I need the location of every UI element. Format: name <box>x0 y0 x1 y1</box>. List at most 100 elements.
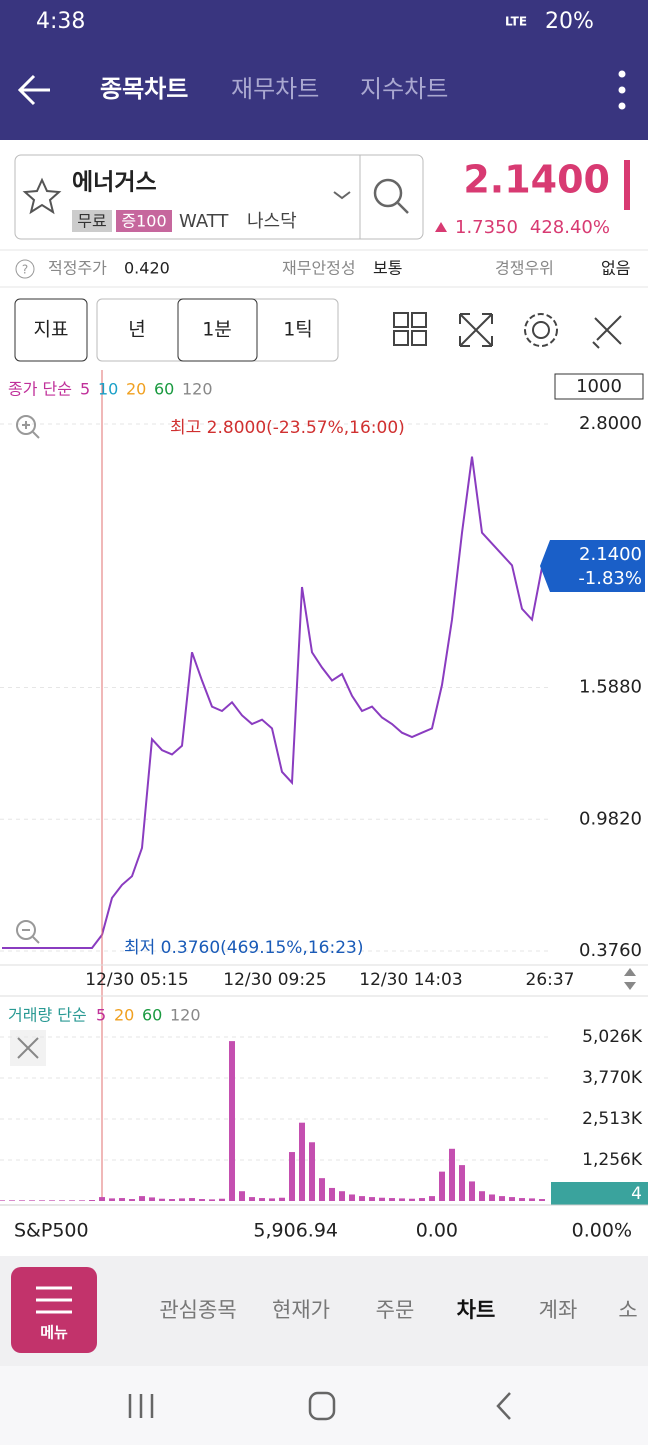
indicator-button[interactable] <box>14 298 88 362</box>
volume-bar <box>289 1152 295 1201</box>
tag: WATT <box>179 211 229 232</box>
home[interactable] <box>308 1391 336 1421</box>
volume-bar <box>99 1197 105 1201</box>
y-tick-label: 5,026K <box>582 1027 643 1047</box>
x-tick-label: 12/30 09:25 <box>223 970 326 990</box>
high-label: 최고 2.8000(-23.57%,16:00) <box>170 418 405 438</box>
nav-item[interactable]: 주문 <box>376 1298 415 1322</box>
volume-bar <box>59 1200 65 1201</box>
legend-item: 60 <box>154 380 174 399</box>
back-button[interactable] <box>17 74 50 106</box>
x-tick-label: 12/30 05:15 <box>85 970 188 990</box>
volume-bar <box>79 1200 85 1201</box>
bottom-nav <box>0 1256 648 1366</box>
nav-item[interactable]: 차트 <box>457 1298 496 1322</box>
volume-bar <box>359 1196 365 1201</box>
tag: 나스닥 <box>247 211 297 232</box>
change: 1.7350 <box>455 217 518 238</box>
menu-button[interactable] <box>11 1267 97 1353</box>
volume-bar <box>499 1196 505 1201</box>
volume-bar <box>199 1199 205 1201</box>
volume-bar <box>129 1199 135 1201</box>
tag: 증100 <box>121 212 166 231</box>
volume-bar <box>529 1198 535 1201</box>
help-icon[interactable] <box>15 259 35 279</box>
info-label: 재무안정성 <box>282 259 356 278</box>
y-tick-label: 0.3760 <box>579 940 642 961</box>
volume-bar <box>379 1197 385 1201</box>
period-button[interactable]: 년 <box>128 319 145 341</box>
tag: 무료 <box>77 212 106 231</box>
button-label: 지표 <box>34 319 69 341</box>
unit-box[interactable] <box>554 373 644 400</box>
zoom-out[interactable] <box>16 920 40 944</box>
index-change: 0.00 <box>416 1220 458 1242</box>
volume-bar <box>139 1196 145 1201</box>
recents[interactable] <box>128 1394 154 1418</box>
volume-bar <box>489 1194 495 1201</box>
current-change: -1.83% <box>578 568 642 589</box>
nav-item[interactable]: 관심종목 <box>159 1298 236 1322</box>
volume-bar <box>169 1199 175 1201</box>
volume-bar <box>509 1197 515 1201</box>
legend-item: 10 <box>98 380 118 399</box>
volume-bar <box>219 1198 225 1201</box>
network: LTE <box>505 15 527 29</box>
volume-bar <box>179 1198 185 1201</box>
legend-item: 120 <box>170 1006 201 1025</box>
volume-bar <box>439 1171 445 1201</box>
volume-bar <box>399 1198 405 1201</box>
menu-label: 메뉴 <box>40 1324 68 1342</box>
search-button[interactable] <box>373 178 409 214</box>
legend-item: 60 <box>142 1006 162 1025</box>
volume-bar <box>349 1194 355 1201</box>
volume-bar <box>159 1198 165 1201</box>
dropdown[interactable] <box>333 191 351 200</box>
candle-icon <box>624 160 630 210</box>
y-tick-label: 1,256K <box>582 1150 643 1170</box>
y-tick-label: 2.8000 <box>579 413 642 434</box>
up-arrow <box>435 222 447 232</box>
toolbar-icons[interactable] <box>393 312 622 349</box>
nav-item[interactable]: 계좌 <box>539 1298 578 1322</box>
period-button[interactable]: 1틱 <box>283 319 313 341</box>
stock-name: 에너거스 <box>72 170 157 196</box>
info-label: 경쟁우위 <box>495 259 554 278</box>
period-button[interactable]: 1분 <box>202 319 232 341</box>
period-selected[interactable] <box>177 298 258 362</box>
info-value: 0.420 <box>124 259 170 278</box>
volume-bar <box>299 1122 305 1201</box>
volume-bar <box>449 1148 455 1201</box>
y-tick-label: 0.9820 <box>579 808 642 829</box>
tab[interactable]: 종목차트 <box>100 75 188 103</box>
volume-bar <box>189 1198 195 1201</box>
x-tick-label: 12/30 14:03 <box>359 970 462 990</box>
volume-bar <box>329 1187 335 1201</box>
current-price: 2.1400 <box>579 544 642 565</box>
legend-item: 5 <box>80 380 90 399</box>
index-name: S&P500 <box>14 1220 89 1242</box>
zoom-in[interactable] <box>16 415 40 439</box>
tag-bg <box>116 210 172 232</box>
tab[interactable]: 재무차트 <box>231 75 319 103</box>
nav-item[interactable]: 현재가 <box>272 1298 330 1322</box>
plot-area <box>0 370 550 965</box>
tab[interactable]: 지수차트 <box>360 75 448 103</box>
legend-item: 20 <box>126 380 146 399</box>
favorite-star[interactable] <box>22 177 62 215</box>
volume-bar <box>259 1198 265 1201</box>
index-change-rate: 0.00% <box>572 1220 632 1242</box>
volume-bar <box>419 1198 425 1201</box>
volume-bar <box>369 1197 375 1201</box>
volume-bar <box>119 1198 125 1201</box>
axis-toggle[interactable] <box>624 968 636 990</box>
volume-bar <box>389 1198 395 1201</box>
back[interactable] <box>496 1392 511 1420</box>
clock: 4:38 <box>36 9 85 34</box>
nav-item[interactable]: 소 <box>618 1298 637 1322</box>
volume-bar <box>319 1178 325 1201</box>
current-price-box <box>540 540 645 592</box>
more-menu[interactable] <box>618 70 626 110</box>
